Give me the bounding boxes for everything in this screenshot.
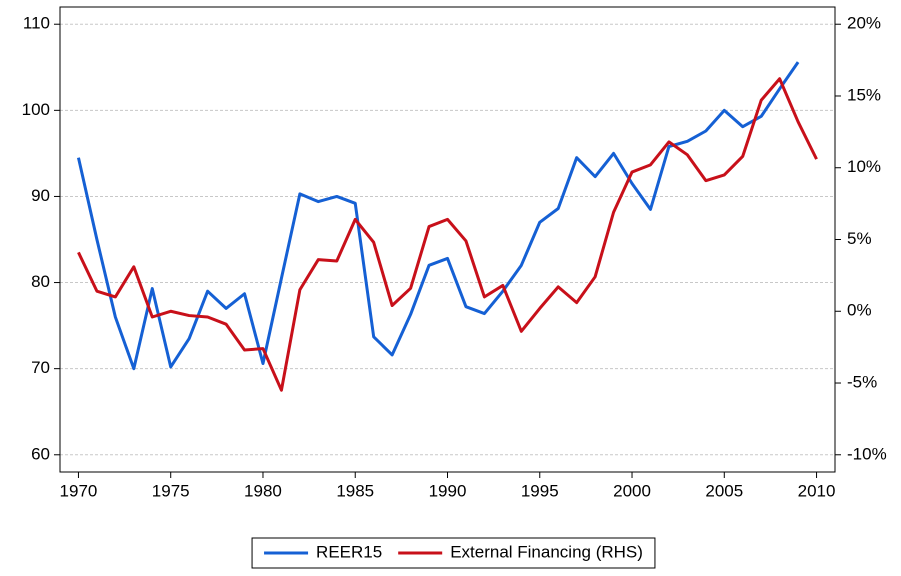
plot-frame	[59, 6, 836, 473]
legend: REER15 External Financing (RHS)	[251, 537, 656, 569]
x-tick-label: 1970	[60, 481, 98, 500]
series-line	[76, 61, 800, 371]
x-tick-label: 1990	[429, 481, 467, 500]
legend-label: REER15	[316, 542, 382, 561]
legend-box	[251, 537, 656, 569]
y2-tick-label: 0%	[847, 301, 872, 320]
y-tick-label: 110	[23, 14, 50, 33]
x-tick-label: 1995	[521, 481, 559, 500]
y2-tick-label: -5%	[847, 373, 877, 392]
y-tick-label: 100	[22, 100, 50, 119]
y-tick-label: 60	[31, 444, 50, 463]
x-tick-label: 2005	[705, 481, 743, 500]
series-line	[77, 77, 818, 392]
y2-tick-label: 15%	[847, 85, 881, 104]
y-tick-label: 80	[31, 272, 50, 291]
y2-tick-label: 10%	[847, 157, 881, 176]
y2-tick-label: 5%	[847, 229, 872, 248]
y-tick-label: 70	[31, 358, 50, 377]
y-tick-label: 90	[31, 186, 50, 205]
x-tick-label: 2000	[613, 481, 651, 500]
x-tick-label: 1980	[244, 481, 282, 500]
y2-tick-label: -10%	[847, 444, 887, 463]
x-tick-label: 2010	[798, 481, 836, 500]
x-tick-label: 1975	[152, 481, 190, 500]
x-tick-label: 1985	[336, 481, 374, 500]
y2-tick-label: 20%	[847, 14, 881, 33]
legend-label: External Financing (RHS)	[450, 542, 643, 561]
